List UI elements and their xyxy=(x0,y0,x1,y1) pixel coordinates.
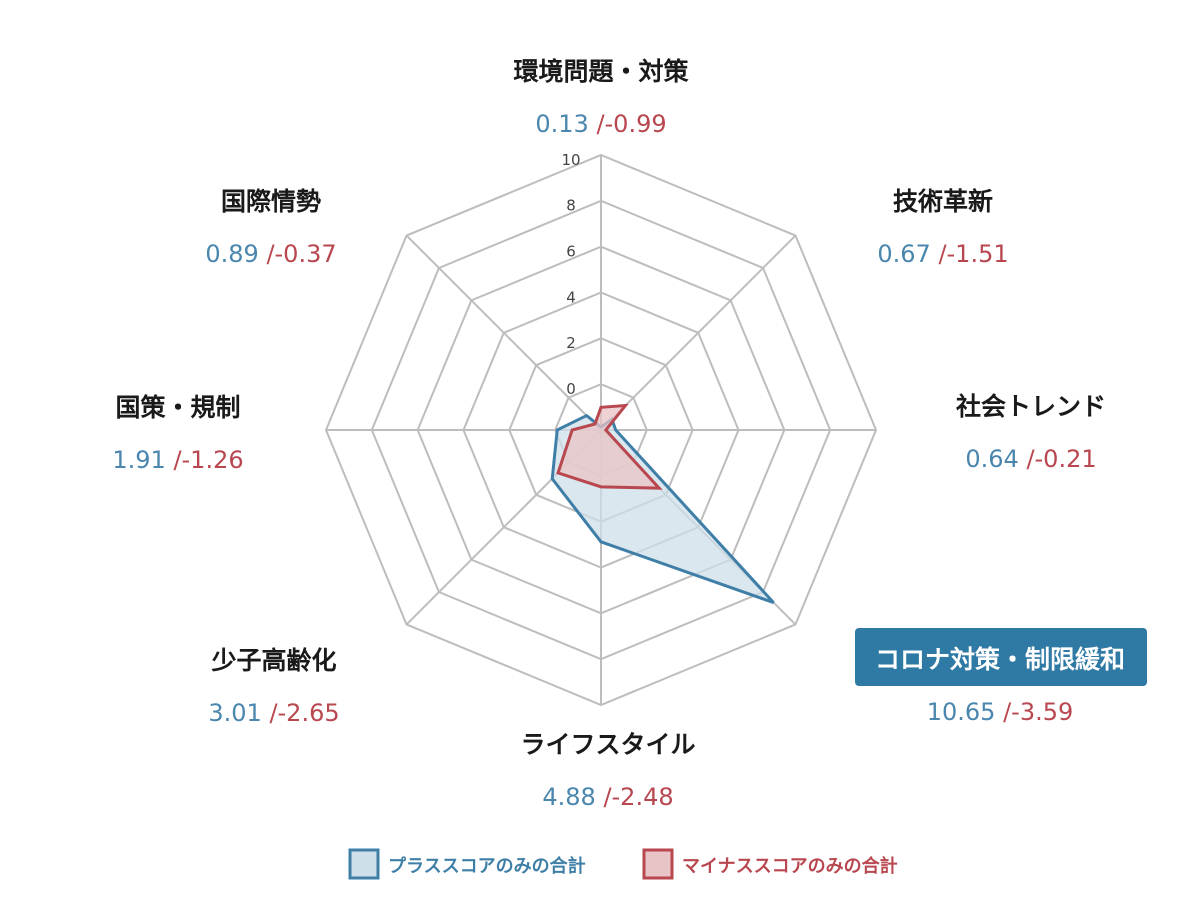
axis-value-label: 3.01 /-2.65 xyxy=(208,699,339,727)
grid-spoke xyxy=(600,234,797,431)
value-plus: 0.67 xyxy=(877,240,938,268)
axis-value-label: 0.89 /-0.37 xyxy=(205,240,336,268)
radar-series xyxy=(550,403,775,604)
axis-value-label: 0.67 /-1.51 xyxy=(877,240,1008,268)
axis-value-label: 1.91 /-1.26 xyxy=(112,446,243,474)
axis-label: 技術革新 xyxy=(893,187,993,216)
value-minus: /-3.59 xyxy=(1003,698,1073,726)
r-tick-label: 2 xyxy=(566,334,576,352)
r-tick-label: 0 xyxy=(566,380,576,398)
value-minus: /-1.26 xyxy=(173,446,243,474)
value-plus: 4.88 xyxy=(542,783,603,811)
value-plus: 0.89 xyxy=(205,240,266,268)
axis-label: 国策・規制 xyxy=(115,393,240,422)
axis-value-label: 10.65 /-3.59 xyxy=(927,698,1074,726)
value-plus: 1.91 xyxy=(112,446,173,474)
r-tick-label: 6 xyxy=(566,243,576,261)
axis-value-label: 0.64 /-0.21 xyxy=(965,445,1096,473)
highlight-badge xyxy=(855,628,1147,686)
legend-label-minus: マイナススコアのみの合計 xyxy=(682,855,898,877)
axis-labels: 環境問題・対策 0.13 /-0.99 技術革新 0.67 /-1.51 社会トレンド 0… xyxy=(112,57,1147,811)
legend-swatch-minus xyxy=(642,848,674,880)
value-plus: 3.01 xyxy=(208,699,269,727)
r-tick-label: 4 xyxy=(566,288,576,306)
value-minus: /-1.51 xyxy=(938,240,1008,268)
legend-swatch-plus xyxy=(348,848,380,880)
value-plus: 10.65 xyxy=(927,698,1003,726)
r-tick-label: 10 xyxy=(561,151,580,169)
radial-ticks: 0 2 4 6 8 10 xyxy=(561,151,580,398)
legend-label-plus: プラススコアのみの合計 xyxy=(388,855,586,877)
axis-value-label: 4.88 /-2.48 xyxy=(542,783,673,811)
value-plus: 0.64 xyxy=(965,445,1026,473)
value-minus: /-0.99 xyxy=(596,110,666,138)
axis-label: 環境問題・対策 xyxy=(513,57,689,86)
grid-spoke xyxy=(405,234,602,431)
axis-label: ライフスタイル xyxy=(520,730,695,759)
series-area-minus xyxy=(556,403,663,490)
value-minus: /-0.37 xyxy=(266,240,336,268)
axis-label: 国際情勢 xyxy=(221,187,321,216)
value-minus: /-2.48 xyxy=(603,783,673,811)
axis-label-highlighted: コロナ対策・制限緩和 xyxy=(875,645,1125,674)
axis-value-label: 0.13 /-0.99 xyxy=(535,110,666,138)
value-minus: /-0.21 xyxy=(1026,445,1096,473)
value-plus: 0.13 xyxy=(535,110,596,138)
legend: プラススコアのみの合計 マイナススコアのみの合計 xyxy=(348,848,898,880)
value-minus: /-2.65 xyxy=(269,699,339,727)
r-tick-label: 8 xyxy=(566,197,576,215)
axis-label: 少子高齢化 xyxy=(210,646,336,675)
axis-label: 社会トレンド xyxy=(956,392,1106,421)
